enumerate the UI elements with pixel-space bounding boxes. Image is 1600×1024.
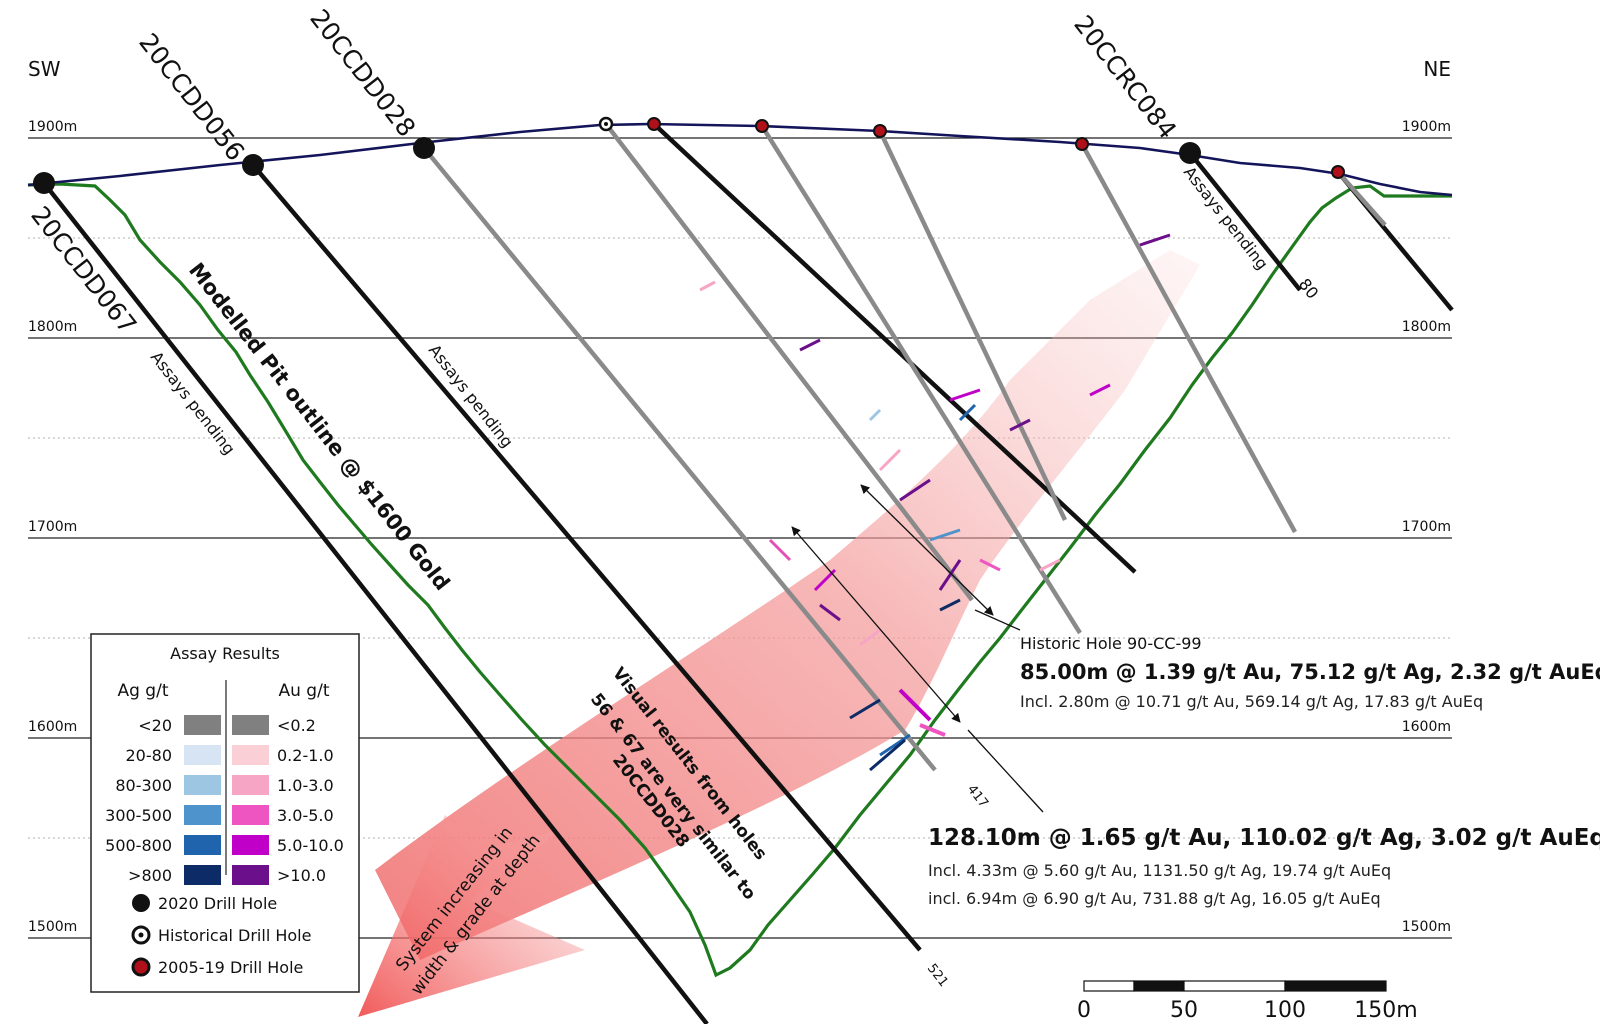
interval-arrows (791, 484, 1044, 813)
historic-hole-title: Historic Hole 90-CC-99 (1020, 634, 1202, 653)
legend-2005-19-label: 2005-19 Drill Hole (158, 958, 303, 977)
legend-2020-icon (132, 894, 150, 912)
legend-ag-swatch (184, 865, 221, 885)
legend-ag-range: 20-80 (126, 746, 173, 765)
elev-label: 1900m (1402, 119, 1451, 135)
hole-depth-521: 521 (924, 961, 951, 990)
main-result-headline: 128.10m @ 1.65 g/t Au, 110.02 g/t Ag, 3.… (928, 825, 1600, 851)
hole-depth-417: 417 (964, 782, 991, 811)
main-result-incl-2: incl. 6.94m @ 6.90 g/t Au, 731.88 g/t Ag… (928, 889, 1381, 908)
scale-label: 150m (1354, 998, 1417, 1023)
collars (33, 116, 1345, 194)
legend-au-range: >10.0 (277, 866, 326, 885)
legend-au-swatch (232, 715, 269, 735)
elev-label: 1500m (28, 919, 77, 935)
legend-au-range: 0.2-1.0 (277, 746, 334, 765)
legend-ag-range: <20 (138, 716, 172, 735)
legend-au-header: Au g/t (279, 681, 330, 701)
elevation-labels-left: 1900m 1800m 1700m 1600m 1500m (28, 119, 77, 935)
direction-ne: NE (1423, 57, 1451, 81)
legend-2005-19-icon (131, 957, 151, 977)
legend-ag-swatch (184, 805, 221, 825)
hole-label-056: 20CCDD056 (133, 28, 250, 166)
legend-au-swatch (232, 775, 269, 795)
legend-au-range: 5.0-10.0 (277, 836, 344, 855)
legend-ag-range: 500-800 (105, 836, 172, 855)
legend-au-swatch (232, 835, 269, 855)
elev-label: 1800m (1402, 319, 1451, 335)
historical-drill-traces (422, 122, 1454, 772)
collar-2005-19 (1075, 137, 1089, 151)
elev-label: 1900m (28, 119, 77, 135)
collar-2005-19 (873, 124, 887, 138)
scale-bar: 0 50 100 150m (1077, 980, 1418, 1023)
legend-au-swatch (232, 805, 269, 825)
system-arrow (358, 815, 585, 1017)
legend-ag-swatch (184, 715, 221, 735)
hole-label-084: 20CCRC084 (1068, 10, 1182, 145)
scale-label: 0 (1077, 998, 1091, 1023)
scale-label: 50 (1170, 998, 1198, 1023)
collar-2005-19 (1331, 165, 1345, 179)
assays-pending-067: Assays pending (147, 348, 239, 458)
topography-line (27, 122, 1453, 197)
hole-depth-84: 80 (1295, 275, 1323, 303)
scale-label: 100 (1264, 998, 1306, 1023)
direction-sw: SW (28, 57, 61, 81)
legend-au-range: <0.2 (277, 716, 316, 735)
collar-2020-056 (242, 154, 264, 176)
legend-ag-header: Ag g/t (117, 681, 168, 701)
assays-pending-056: Assays pending (425, 341, 517, 451)
legend-ag-swatch (184, 775, 221, 795)
legend: Assay Results Ag g/t Au g/t <20 <0.2 20-80… (90, 633, 360, 993)
legend-title: Assay Results (170, 644, 280, 663)
historic-hole-result: 85.00m @ 1.39 g/t Au, 75.12 g/t Ag, 2.32… (1020, 660, 1600, 684)
legend-2020-label: 2020 Drill Hole (158, 894, 277, 913)
legend-au-range: 1.0-3.0 (277, 776, 334, 795)
new-drill-traces (42, 151, 1302, 1024)
main-result-incl-1: Incl. 4.33m @ 5.60 g/t Au, 1131.50 g/t A… (928, 861, 1391, 880)
elev-label: 1800m (28, 319, 77, 335)
historic-hole-incl: Incl. 2.80m @ 10.71 g/t Au, 569.14 g/t A… (1020, 692, 1483, 711)
legend-ag-range: 80-300 (115, 776, 172, 795)
elevation-labels-right: 1900m 1800m 1700m 1600m 1500m (1402, 119, 1451, 935)
legend-ag-range: 300-500 (105, 806, 172, 825)
legend-au-range: 3.0-5.0 (277, 806, 334, 825)
elev-label: 1500m (1402, 919, 1451, 935)
hole-label-028: 20CCDD028 (304, 4, 421, 142)
collar-2020-084 (1179, 142, 1201, 164)
elev-label: 1600m (1402, 719, 1451, 735)
legend-ag-swatch (184, 745, 221, 765)
pit-outline (27, 182, 1452, 978)
legend-historical-label: Historical Drill Hole (158, 926, 311, 945)
legend-rows: <20 <0.2 20-80 0.2-1.0 80-300 1.0-3.0 300-500 3… (105, 715, 344, 885)
legend-au-swatch (232, 865, 269, 885)
collar-2005-19 (647, 117, 661, 131)
collar-2020-067 (33, 172, 55, 194)
legend-ag-swatch (184, 835, 221, 855)
elev-label: 1700m (28, 519, 77, 535)
legend-au-swatch (232, 745, 269, 765)
elev-label: 1600m (28, 719, 77, 735)
collar-2005-19 (755, 119, 769, 133)
collar-2020-028 (413, 137, 435, 159)
legend-ag-range: >800 (128, 866, 172, 885)
assays-pending-084: Assays pending (1180, 163, 1272, 273)
elev-label: 1700m (1402, 519, 1451, 535)
